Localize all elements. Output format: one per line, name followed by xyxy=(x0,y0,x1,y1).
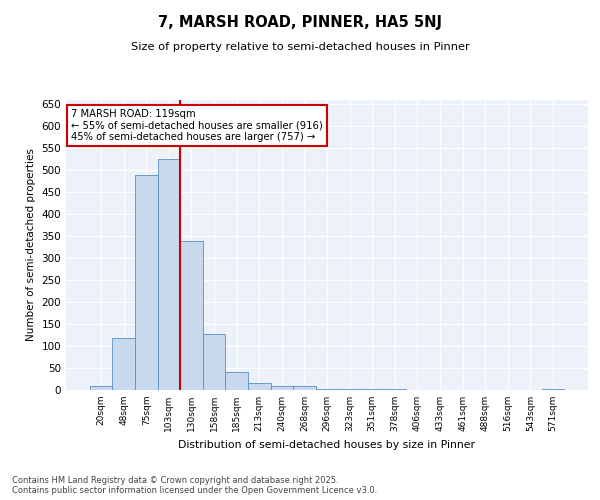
Bar xyxy=(271,386,293,390)
Bar xyxy=(248,384,271,390)
Bar xyxy=(316,389,338,390)
Text: Contains HM Land Registry data © Crown copyright and database right 2025.
Contai: Contains HM Land Registry data © Crown c… xyxy=(12,476,377,495)
Bar xyxy=(383,389,406,390)
Bar xyxy=(158,160,180,390)
Text: Size of property relative to semi-detached houses in Pinner: Size of property relative to semi-detach… xyxy=(131,42,469,52)
X-axis label: Distribution of semi-detached houses by size in Pinner: Distribution of semi-detached houses by … xyxy=(179,440,476,450)
Bar xyxy=(361,389,383,390)
Text: 7 MARSH ROAD: 119sqm
← 55% of semi-detached houses are smaller (916)
45% of semi: 7 MARSH ROAD: 119sqm ← 55% of semi-detac… xyxy=(71,108,323,142)
Bar xyxy=(90,386,112,390)
Bar xyxy=(112,338,135,390)
Bar xyxy=(542,388,564,390)
Y-axis label: Number of semi-detached properties: Number of semi-detached properties xyxy=(26,148,36,342)
Bar xyxy=(293,386,316,390)
Bar xyxy=(203,334,226,390)
Bar xyxy=(338,389,361,390)
Bar xyxy=(180,240,203,390)
Bar xyxy=(226,372,248,390)
Text: 7, MARSH ROAD, PINNER, HA5 5NJ: 7, MARSH ROAD, PINNER, HA5 5NJ xyxy=(158,15,442,30)
Bar xyxy=(135,174,158,390)
